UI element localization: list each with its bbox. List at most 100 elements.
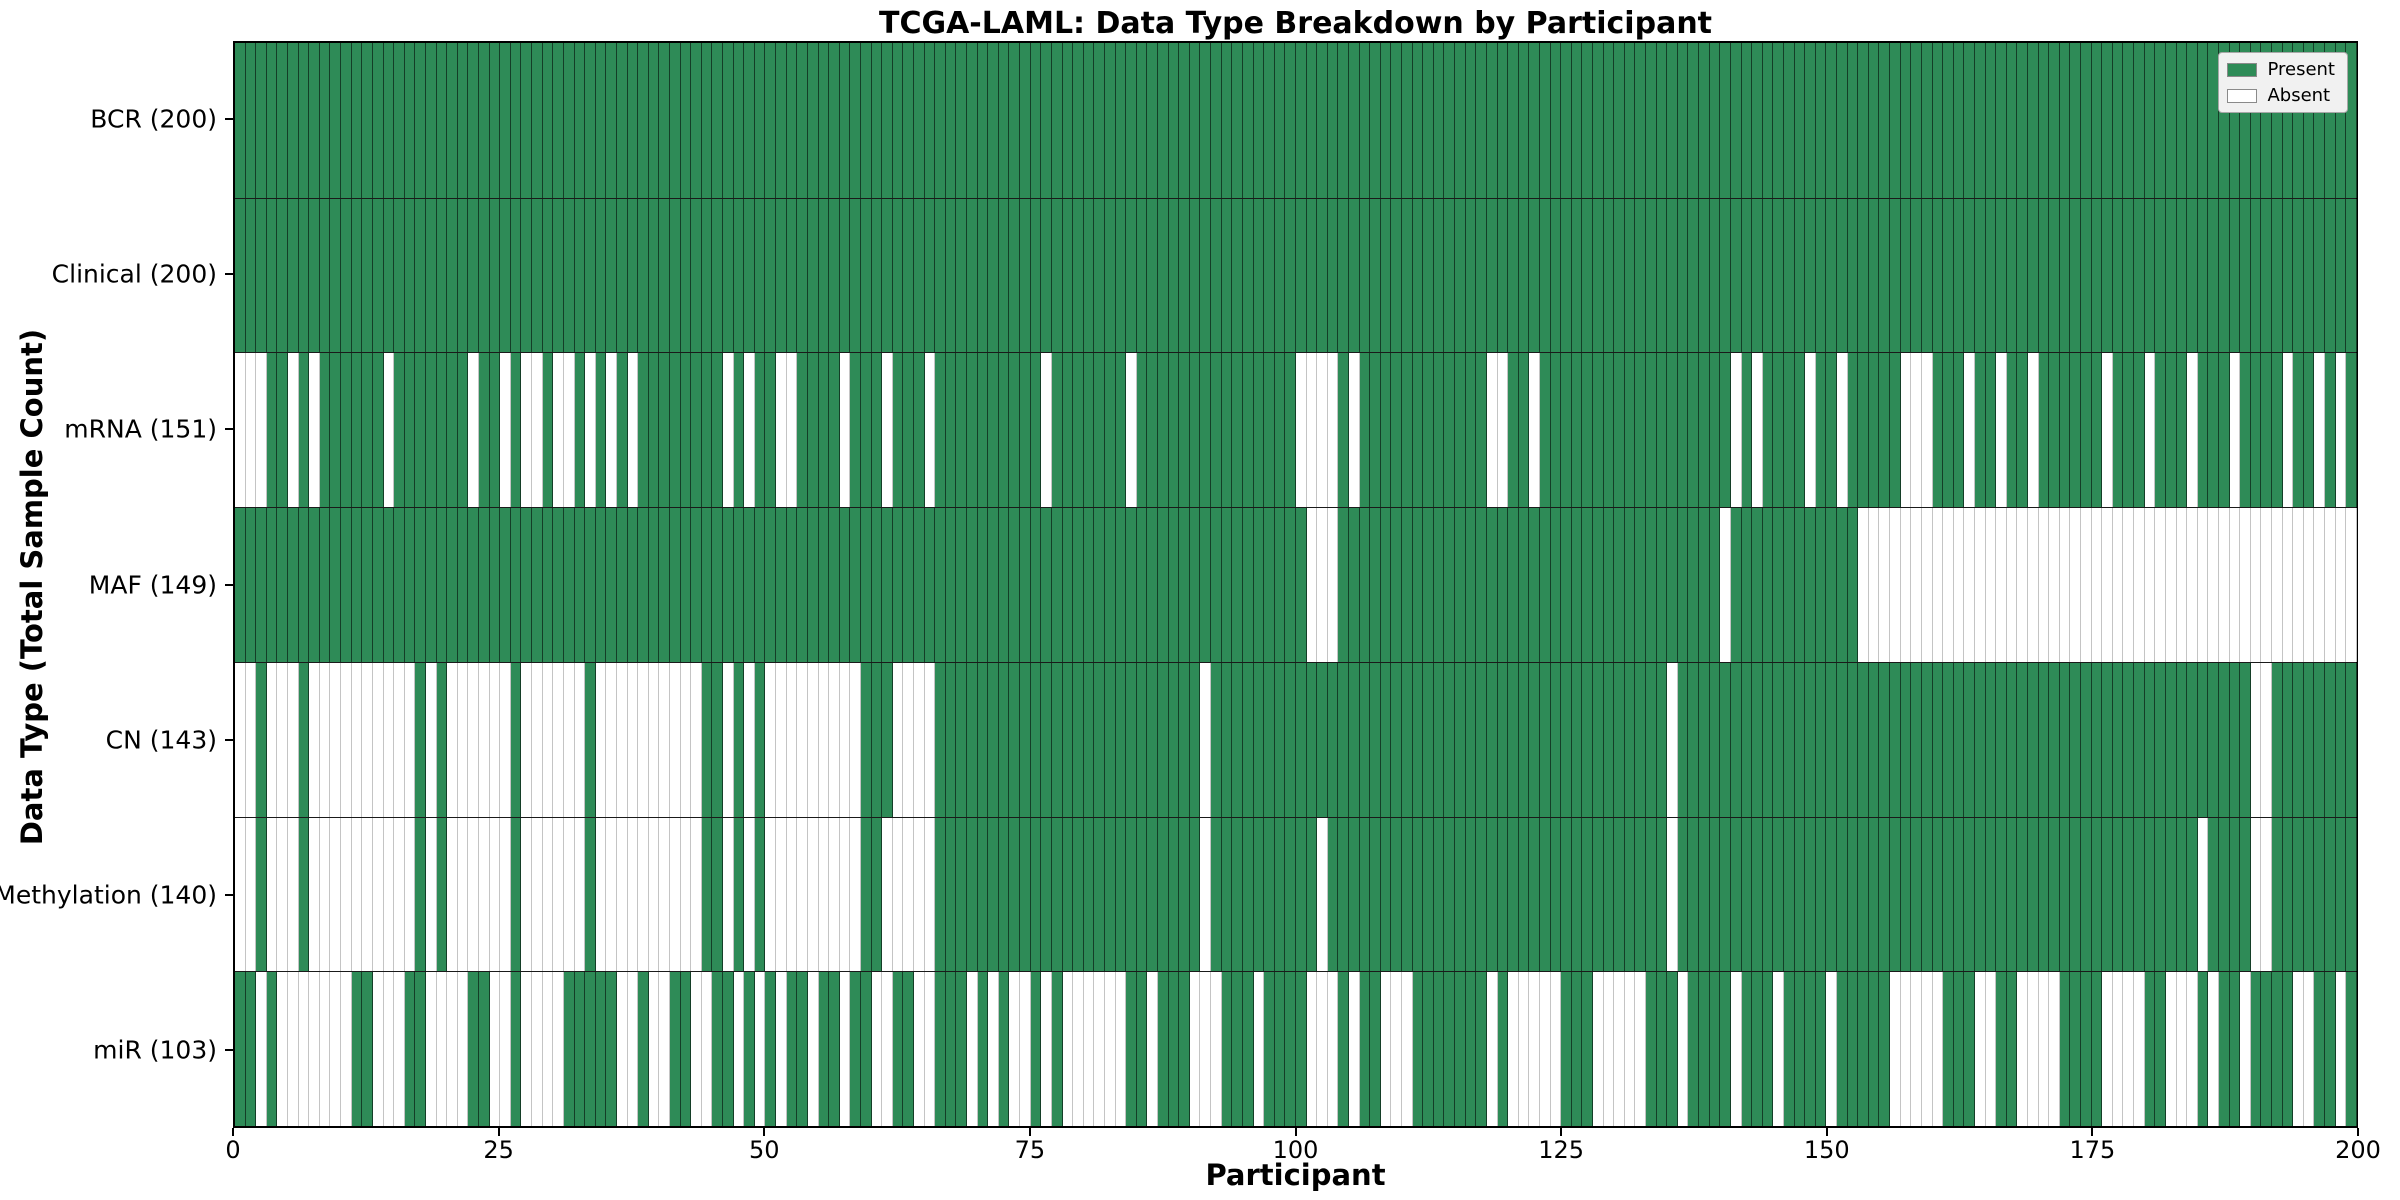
heatmap-cell xyxy=(362,817,373,972)
heatmap-cell xyxy=(733,353,745,508)
heatmap-cell xyxy=(2027,817,2039,972)
heatmap-cell xyxy=(1009,353,1021,508)
x-tick-mark xyxy=(1028,1128,1031,1136)
heatmap-cell xyxy=(2006,817,2018,972)
heatmap-cell xyxy=(1688,43,1700,198)
heatmap-cell xyxy=(2335,43,2347,198)
heatmap-cell xyxy=(1921,972,1933,1126)
heatmap-cell xyxy=(2261,508,2272,662)
heatmap-cell xyxy=(956,198,968,353)
heatmap-cell xyxy=(2187,508,2198,662)
heatmap-cell xyxy=(1868,972,1880,1126)
heatmap-cell xyxy=(1126,662,1137,817)
heatmap-cell xyxy=(553,662,564,817)
heatmap-cell xyxy=(2165,972,2177,1126)
heatmap-cell xyxy=(1539,662,1551,817)
heatmap-cell xyxy=(1200,662,1212,817)
x-axis-label: Participant xyxy=(1205,1158,1386,1192)
heatmap-cell xyxy=(1624,198,1636,353)
heatmap-cell xyxy=(1073,508,1084,662)
heatmap-cell xyxy=(2335,353,2347,508)
heatmap-cell xyxy=(1412,817,1424,972)
heatmap-cell xyxy=(892,972,904,1126)
heatmap-cell xyxy=(521,353,533,508)
heatmap-cell xyxy=(330,817,342,972)
heatmap-cell xyxy=(2038,662,2050,817)
heatmap-cell xyxy=(1211,353,1222,508)
heatmap-cell xyxy=(967,198,978,353)
heatmap-cell xyxy=(1338,508,1349,662)
heatmap-cell xyxy=(2176,817,2188,972)
heatmap-cell xyxy=(1370,43,1381,198)
heatmap-cell xyxy=(1242,43,1254,198)
heatmap-cell xyxy=(776,972,787,1126)
heatmap-cell xyxy=(2091,508,2103,662)
heatmap-cell xyxy=(1603,508,1615,662)
heatmap-cell xyxy=(277,972,289,1126)
heatmap-cell xyxy=(860,43,872,198)
heatmap-cell xyxy=(2059,817,2071,972)
heatmap-cell xyxy=(2272,353,2283,508)
heatmap-cell xyxy=(425,353,437,508)
heatmap-cell xyxy=(1953,972,1965,1126)
heatmap-cell xyxy=(2144,353,2156,508)
heatmap-cell xyxy=(1412,198,1424,353)
heatmap-cell xyxy=(542,662,554,817)
heatmap-cell xyxy=(1943,43,1954,198)
heatmap-cell xyxy=(2059,353,2071,508)
heatmap-cell xyxy=(1158,508,1169,662)
heatmap-cell xyxy=(1104,817,1116,972)
heatmap-cell xyxy=(1285,972,1296,1126)
heatmap-cell xyxy=(2197,198,2209,353)
heatmap-cell xyxy=(2006,353,2018,508)
heatmap-cell xyxy=(914,43,925,198)
heatmap-cell xyxy=(1073,353,1084,508)
heatmap-cell xyxy=(829,662,840,817)
heatmap-cell xyxy=(1168,662,1180,817)
heatmap-cell xyxy=(1253,817,1265,972)
heatmap-cell xyxy=(1158,972,1169,1126)
x-tick-label: 150 xyxy=(1803,1136,1850,1164)
heatmap-cell xyxy=(1741,43,1753,198)
heatmap-cell xyxy=(500,43,511,198)
heatmap-cell xyxy=(1465,43,1477,198)
heatmap-cell xyxy=(1126,43,1137,198)
heatmap-cell xyxy=(1073,198,1084,353)
heatmap-cell xyxy=(1837,353,1848,508)
heatmap-cell xyxy=(903,198,914,353)
heatmap-cell xyxy=(765,43,777,198)
heatmap-cell xyxy=(574,662,586,817)
heatmap-cell xyxy=(1380,43,1392,198)
heatmap-cell xyxy=(924,972,936,1126)
heatmap-cell xyxy=(1136,43,1148,198)
heatmap-cell xyxy=(1020,43,1031,198)
heatmap-cell xyxy=(871,662,883,817)
heatmap-cell xyxy=(1646,508,1657,662)
heatmap-cell xyxy=(1094,508,1105,662)
x-tick-label: 175 xyxy=(2069,1136,2116,1164)
heatmap-cell xyxy=(394,353,405,508)
heatmap-cell xyxy=(2218,972,2230,1126)
heatmap-cell xyxy=(1603,972,1615,1126)
heatmap-cell xyxy=(532,972,543,1126)
heatmap-cell xyxy=(2102,972,2113,1126)
heatmap-cell xyxy=(1147,353,1159,508)
heatmap-cell xyxy=(627,817,639,972)
heatmap-cell xyxy=(2027,662,2039,817)
heatmap-cell xyxy=(776,43,787,198)
heatmap-cell xyxy=(1677,817,1689,972)
heatmap-cell xyxy=(1073,817,1084,972)
heatmap-cell xyxy=(2250,43,2262,198)
heatmap-cell xyxy=(1974,662,1986,817)
heatmap-cell xyxy=(1508,43,1519,198)
heatmap-cell xyxy=(1317,817,1328,972)
heatmap-cell xyxy=(829,817,840,972)
heatmap-cell xyxy=(1752,43,1763,198)
heatmap-cell xyxy=(1211,43,1222,198)
heatmap-cell xyxy=(1306,508,1318,662)
heatmap-cell xyxy=(1943,817,1954,972)
heatmap-cell xyxy=(1624,662,1636,817)
heatmap-cell xyxy=(1868,817,1880,972)
heatmap-cell xyxy=(701,508,713,662)
heatmap-cell xyxy=(1508,508,1519,662)
